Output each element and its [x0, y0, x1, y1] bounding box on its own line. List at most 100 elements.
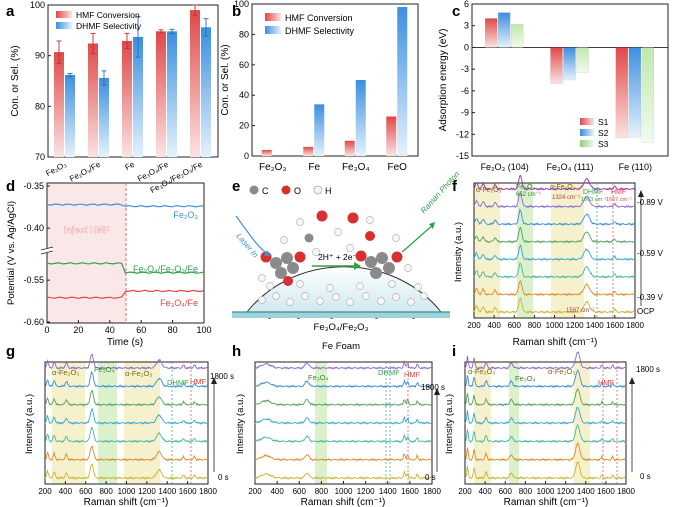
- g-ann-dhmf: DHMF: [167, 378, 189, 387]
- legend-label-s2: S2: [598, 128, 609, 138]
- y-tick-label: 80: [239, 29, 249, 39]
- panel-letter-c: c: [452, 3, 460, 20]
- bar-Fe-hmf-conversion: [303, 146, 314, 156]
- hydrogen-atom: [362, 292, 370, 300]
- molecule-atom: [347, 212, 359, 224]
- hydrogen-atom: [388, 280, 396, 288]
- substrate-label: Fe Foam: [322, 341, 360, 352]
- i-time-1800: 1800 s: [636, 365, 660, 374]
- panel-d: -0.35 -0.40 -0.55 -0.60 0 20 40 60 80 100 Inject…: [6, 181, 212, 348]
- panel-letter-b: b: [232, 3, 241, 20]
- x-tick-label: 80: [168, 325, 178, 335]
- x-tick-label: 800: [99, 487, 113, 496]
- raman-spectrum: [464, 441, 627, 462]
- f-ann-1563: 1563 cm⁻¹: [581, 197, 607, 203]
- legend-swatch-s3: [580, 140, 594, 147]
- raman-spectrum: [254, 469, 433, 480]
- raman-spectrum: [44, 353, 209, 370]
- i-time-0: 0 s: [640, 472, 651, 481]
- bar-Fe2O3104-S2: [497, 12, 511, 48]
- panel-h-xticks: 200 400 600 800 1000 1200 1400 1600 1800: [248, 481, 441, 496]
- legend-label-conversion: HMF Conversion: [76, 10, 140, 20]
- bar-Fe3O4/Fe-hmf-conversion: [156, 31, 166, 158]
- legend-swatch-s1: [580, 118, 594, 125]
- f-ann-hematite: α-Fe₂O₃: [476, 187, 502, 194]
- trace-label-fe3o4-fe: Fe₃O₄/Fe: [160, 298, 198, 308]
- bar-Fe3O4/Fe-dhmf-selectivity: [167, 31, 177, 158]
- electron-marks: - - - - -: [268, 313, 415, 323]
- panel-h-xlabel: Raman shift (cm⁻¹): [301, 497, 386, 507]
- x-tick-label: 200: [458, 487, 472, 496]
- x-tick-label: Fe₂O₃/Fe: [68, 160, 102, 184]
- x-tick-label: 600: [499, 487, 513, 496]
- raman-spectrum: [44, 407, 209, 425]
- h-ann-hmf: HMF: [404, 370, 421, 379]
- raman-spectrum: [473, 192, 636, 209]
- molecule-atom: [355, 250, 367, 262]
- raman-spectrum: [254, 378, 433, 389]
- hydrogen-atom: [392, 293, 400, 301]
- y-tick-label: 6: [464, 0, 469, 9]
- x-tick-label: Fe₃O₄ (111): [546, 162, 593, 172]
- band-hematite2-f: [551, 183, 584, 318]
- y-tick-label: -0.60: [23, 317, 44, 327]
- electrode-surface: [232, 312, 450, 318]
- i-ann-magnetite: Fe₃O₄: [515, 374, 536, 383]
- inject-hmf-label: Inject HMF: [64, 225, 110, 235]
- raman-spectrum: [44, 389, 209, 407]
- x-tick-label: 1000: [546, 321, 564, 330]
- bar-Fe2O3-hmf-conversion: [261, 149, 272, 156]
- axis-break: [40, 246, 54, 255]
- g-ann-hematite2: α-Fe₂O₃: [125, 369, 152, 378]
- panel-c-xticks: Fe₂O₃ (104) Fe₃O₄ (111) Fe (110): [481, 162, 652, 172]
- x-tick-label: 1800: [423, 487, 441, 496]
- y-tick-label: 100: [234, 0, 249, 9]
- molecule-atom: [316, 210, 328, 222]
- raman-spectrum: [473, 208, 636, 226]
- raman-spectrum: [473, 297, 636, 314]
- legend-swatch-conversion-b: [265, 13, 281, 21]
- bar-Fe2O3/Fe-hmf-conversion: [88, 43, 98, 157]
- x-tick-label: 200: [38, 487, 52, 496]
- panel-f-xlabel: Raman shift (cm⁻¹): [513, 337, 598, 348]
- raman-spectrum: [44, 370, 209, 389]
- panel-d-ylabel: Potential (V vs. Ag/AgCl): [6, 201, 17, 305]
- trace-fe3o4-fe2o3-fe: [46, 262, 205, 274]
- y-tick-label: -0.40: [23, 223, 44, 233]
- x-tick-label: Fe₃O₄: [342, 162, 370, 173]
- bar-Fe3O4111-S2: [563, 47, 576, 81]
- legend-swatch-conversion: [56, 11, 72, 18]
- y-tick-label: -6: [461, 86, 469, 96]
- x-tick-label: 1200: [138, 487, 156, 496]
- panel-f-traces: [473, 175, 636, 314]
- y-tick-label: 70: [35, 152, 45, 162]
- bar-Fe2O3/Fe-dhmf-selectivity: [99, 77, 109, 157]
- hydrogen-atom: [404, 264, 412, 272]
- laser-in-label: Laser In: [234, 232, 260, 260]
- bar-Fe110-S3: [641, 47, 655, 143]
- bar-Fe3O4-hmf-conversion: [344, 140, 355, 156]
- panel-b-bars: [261, 7, 408, 157]
- panel-c: 630-3-6-9-12-15 Fe₂O₃ (104) Fe₃O₄ (111) Fe…: [438, 0, 669, 172]
- hydrogen-atom: [301, 292, 309, 300]
- legend-hydrogen: H: [325, 186, 332, 196]
- raman-spectrum: [44, 463, 209, 480]
- reaction-arrowhead: [354, 262, 361, 270]
- f-ann-hmf: HMF: [611, 189, 626, 196]
- y-tick-label: -15: [456, 151, 469, 161]
- y-tick-label: -0.35: [23, 181, 44, 191]
- x-tick-label: 1800: [617, 487, 635, 496]
- x-tick-label: 1000: [537, 487, 555, 496]
- inject-shade: [47, 183, 126, 323]
- bar-Fe2O3104-S3: [510, 24, 524, 48]
- x-tick-label: 1400: [586, 321, 604, 330]
- raman-spectrum: [254, 398, 433, 407]
- bar-Fe3O4111-S3: [576, 47, 589, 73]
- raman-spectrum: [473, 262, 636, 279]
- f-ann-magnetite: Fe₃O₄: [516, 184, 535, 191]
- panel-i: 200 400 600 800 1000 1200 1400 1600 1800 α-Fe₂O₃…: [444, 351, 660, 507]
- hydrogen-atom: [280, 236, 288, 244]
- y-tick-label: -9: [461, 108, 469, 118]
- dhmf-molecule: [355, 250, 403, 279]
